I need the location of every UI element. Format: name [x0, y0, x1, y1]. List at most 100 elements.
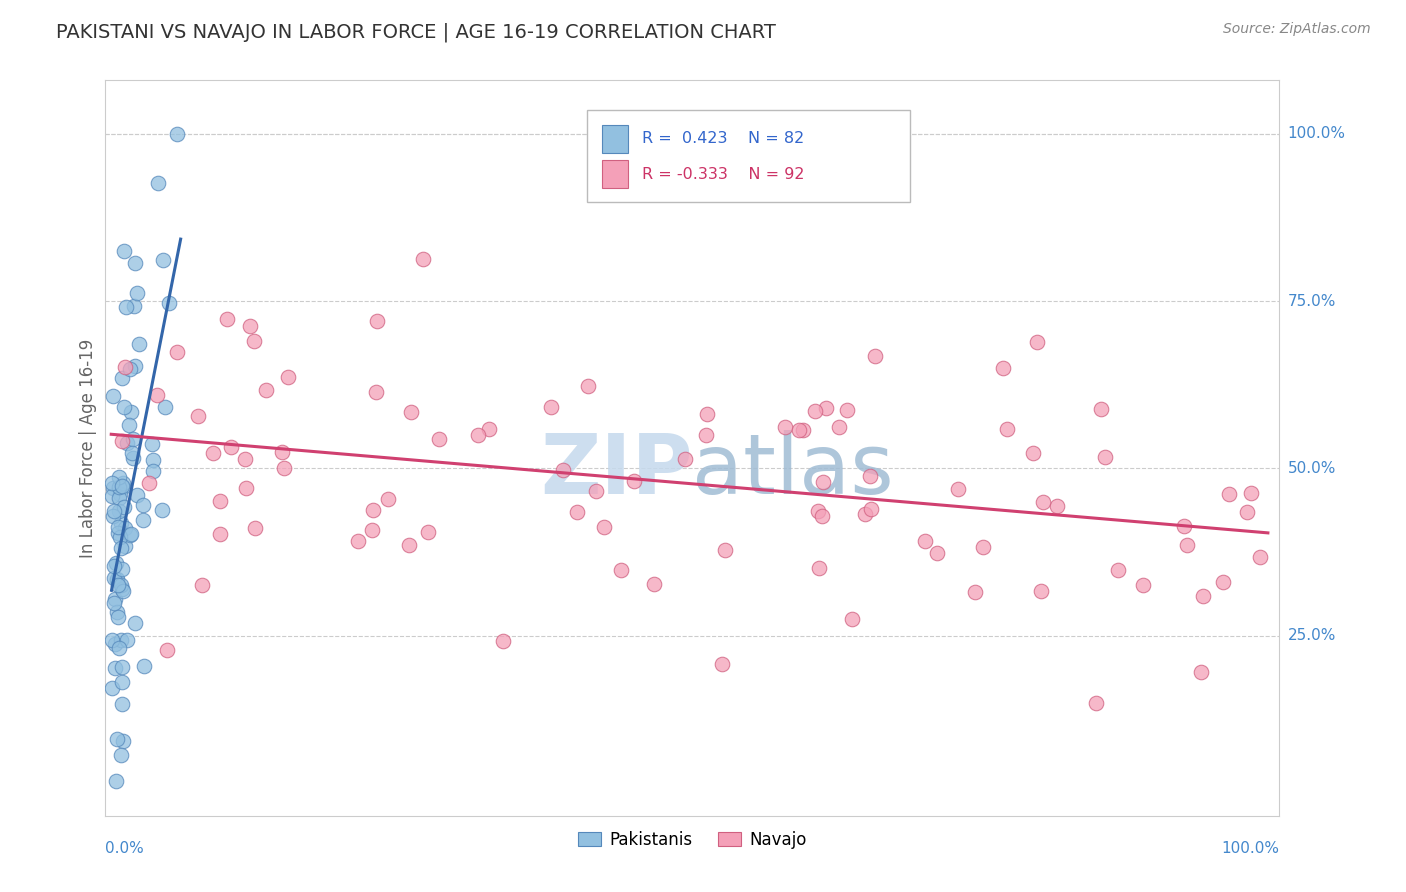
Point [377, 492, 399, 507]
Point [115, 300, 138, 314]
Point [209, 526, 232, 541]
Point [361, 503, 384, 517]
Point [112, 733, 135, 747]
Point [398, 538, 420, 552]
Point [808, 560, 831, 574]
Point [108, 491, 131, 505]
Text: Source: ZipAtlas.com: Source: ZipAtlas.com [1223, 22, 1371, 37]
Point [105, 574, 128, 588]
Point [835, 403, 858, 417]
Point [105, 605, 128, 619]
Point [914, 534, 936, 549]
Text: PAKISTANI VS NAVAJO IN LABOR FORCE | AGE 16-19 CORRELATION CHART: PAKISTANI VS NAVAJO IN LABOR FORCE | AGE… [56, 22, 776, 42]
Point [991, 360, 1014, 375]
Point [128, 337, 150, 351]
Point [1029, 583, 1052, 598]
Point [412, 252, 434, 267]
Text: 0.0%: 0.0% [105, 841, 145, 856]
Point [948, 482, 970, 496]
Point [111, 674, 134, 689]
Point [121, 433, 143, 447]
Point [156, 642, 179, 657]
Point [111, 371, 134, 385]
Point [811, 509, 834, 524]
Point [807, 504, 830, 518]
Point [787, 423, 810, 437]
Point [111, 583, 134, 598]
Point [118, 362, 141, 376]
Point [360, 524, 382, 538]
Text: R = -0.333    N = 92: R = -0.333 N = 92 [643, 167, 804, 182]
Point [828, 420, 851, 434]
Point [122, 299, 145, 313]
Point [243, 521, 266, 535]
Point [121, 445, 143, 459]
Point [146, 176, 169, 190]
Point [401, 404, 423, 418]
Point [104, 661, 127, 675]
Point [127, 488, 149, 502]
Point [104, 592, 127, 607]
Point [219, 440, 242, 454]
Point [792, 424, 814, 438]
Point [347, 533, 370, 548]
Point [714, 543, 737, 558]
Text: 100.0%: 100.0% [1222, 841, 1279, 856]
Point [104, 774, 127, 789]
Point [418, 525, 440, 540]
Point [711, 657, 734, 671]
Point [101, 681, 124, 695]
Point [108, 470, 131, 484]
Point [107, 609, 129, 624]
Point [467, 428, 489, 442]
Point [1191, 665, 1213, 680]
Point [995, 422, 1018, 436]
Point [110, 516, 132, 530]
Point [112, 500, 135, 515]
Point [202, 446, 225, 460]
Text: atlas: atlas [693, 430, 894, 511]
Point [254, 384, 277, 398]
Point [101, 632, 124, 647]
Point [112, 479, 135, 493]
Point [972, 540, 994, 554]
Point [815, 401, 838, 416]
Point [107, 520, 129, 534]
Point [166, 344, 188, 359]
Point [235, 452, 257, 467]
Point [235, 481, 257, 495]
Point [110, 748, 132, 763]
Point [110, 530, 132, 544]
Text: 100.0%: 100.0% [1288, 127, 1346, 141]
Point [132, 498, 155, 512]
Point [1046, 500, 1069, 514]
Point [103, 596, 125, 610]
Point [366, 314, 388, 328]
Point [111, 697, 134, 711]
Point [1240, 486, 1263, 500]
Point [103, 559, 125, 574]
Point [853, 507, 876, 521]
Point [132, 513, 155, 527]
Point [277, 370, 299, 384]
Point [927, 546, 949, 560]
Point [1022, 446, 1045, 460]
Point [142, 453, 165, 467]
Point [101, 475, 124, 490]
Point [1094, 450, 1116, 464]
Point [1218, 487, 1240, 501]
Point [101, 489, 124, 503]
Point [1175, 538, 1198, 552]
Text: 50.0%: 50.0% [1288, 461, 1336, 475]
Point [860, 502, 883, 516]
Point [492, 634, 515, 648]
Point [1236, 505, 1258, 519]
Point [540, 400, 562, 414]
Point [108, 480, 131, 494]
Point [775, 420, 797, 434]
Point [118, 417, 141, 432]
Point [145, 388, 167, 402]
Point [125, 285, 148, 300]
Point [610, 563, 633, 577]
FancyBboxPatch shape [602, 161, 628, 188]
